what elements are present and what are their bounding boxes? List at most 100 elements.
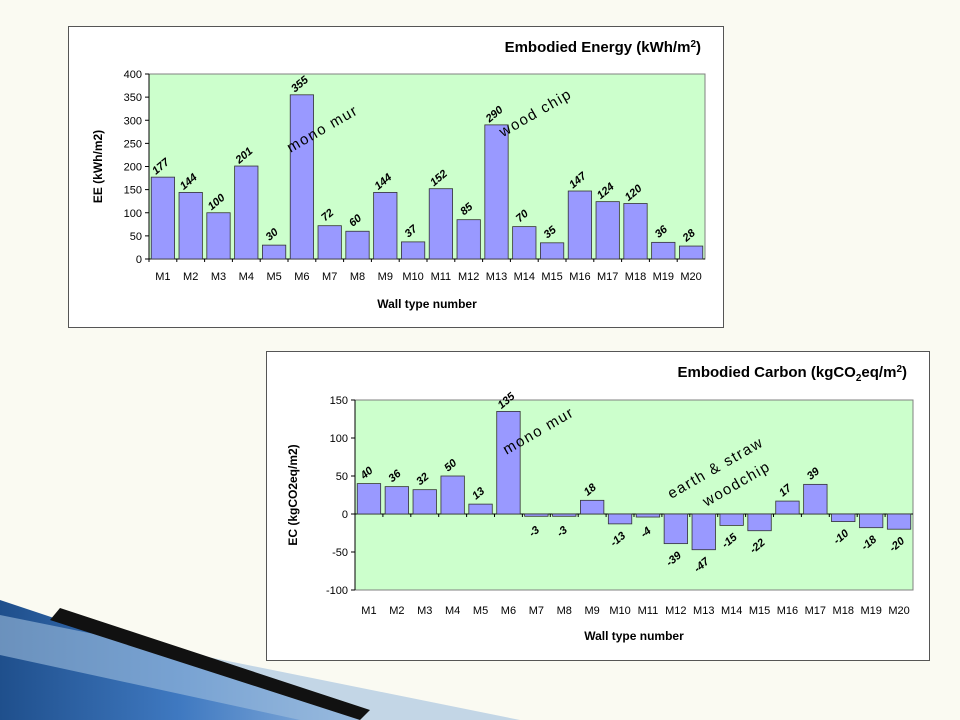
bar-M2 [178,191,203,260]
x-tick-label: M5 [473,605,488,617]
bar-M13 [484,124,509,260]
bar-M14 [512,226,537,260]
corner-decoration [0,600,520,720]
y-tick-label: 300 [124,115,142,127]
bar-M1 [356,483,382,515]
bar-M8 [345,230,370,260]
x-tick-label: M9 [378,271,393,283]
x-axis-title: Wall type number [377,297,477,311]
bar-M18 [831,513,856,522]
bar-M17 [595,201,620,260]
y-tick-label: 100 [124,208,142,220]
x-tick-label: M9 [585,605,600,617]
x-tick-label: M6 [294,271,309,283]
x-tick-label: M10 [609,605,630,617]
bar-M5 [468,503,493,515]
x-tick-label: M18 [833,605,854,617]
y-tick-label: 50 [336,471,348,483]
x-tick-label: M18 [625,271,646,283]
bar-M3 [206,212,231,260]
x-tick-label: M16 [777,605,798,617]
bar-M12 [663,513,688,545]
bar-M16 [775,500,800,515]
x-tick-label: M13 [693,605,714,617]
y-axis-title: EE (kWh/m2) [91,130,105,203]
y-tick-label: 250 [124,138,142,150]
bar-M10 [607,513,633,525]
x-tick-label: M14 [721,605,742,617]
bar-M20 [679,245,704,260]
bar-M7 [524,513,549,517]
bar-M20 [886,513,912,530]
x-tick-label: M1 [155,271,170,283]
bar-M9 [373,191,398,260]
y-axis-title: EC (kgCO2eq/m2) [286,444,300,545]
bar-M6 [496,411,521,515]
x-tick-label: M4 [445,605,460,617]
x-tick-label: M19 [653,271,674,283]
bar-M4 [234,165,259,260]
x-tick-label: M13 [486,271,507,283]
bar-M17 [803,483,828,515]
bar-M18 [623,203,648,260]
y-tick-label: 150 [124,185,142,197]
bar-M12 [456,219,481,260]
bar-M19 [651,241,676,260]
bar-M19 [859,513,884,529]
x-tick-label: M14 [514,271,535,283]
bar-M2 [384,486,409,515]
embodied-carbon-chart-panel: Embodied Carbon (kgCO2eq/m2) -100 -50 0 50 10… [266,351,930,661]
x-tick-label: M6 [501,605,516,617]
x-tick-label: M8 [557,605,572,617]
chart-title: Embodied Energy (kWh/m2) [505,39,701,56]
x-tick-label: M20 [888,605,909,617]
x-tick-label: M4 [239,271,254,283]
x-tick-label: M19 [860,605,881,617]
bar-M11 [635,513,661,518]
bar-M9 [580,499,605,515]
plot-area [148,73,706,260]
x-tick-label: M15 [749,605,770,617]
bar-M14 [719,513,744,526]
y-tick-label: 50 [130,231,142,243]
embodied-energy-chart-panel: Embodied Energy (kWh/m2) 0 50 100 150 200 250 3… [68,26,724,328]
y-tick-label: -100 [326,585,348,597]
y-tick-label: 200 [124,162,142,174]
x-tick-label: M17 [805,605,826,617]
x-tick-label: M20 [680,271,701,283]
x-axis-title: Wall type number [584,629,684,643]
x-tick-label: M2 [183,271,198,283]
x-tick-label: M5 [266,271,281,283]
bar-M8 [552,513,577,517]
embodied-energy-chart: Embodied Energy (kWh/m2) 0 50 100 150 200 250 3… [91,39,706,311]
y-tick-label: 400 [124,69,142,81]
bar-M11 [428,188,453,260]
bar-M6 [289,94,314,260]
x-tick-label: M12 [665,605,686,617]
bar-M16 [567,190,592,260]
x-tick-label: M3 [211,271,226,283]
x-tick-label: M7 [322,271,337,283]
y-tick-label: 350 [124,92,142,104]
bar-M15 [540,242,565,260]
y-tick-label: 0 [136,254,142,266]
x-tick-label: M11 [431,271,452,283]
x-tick-label: M3 [417,605,432,617]
bar-M10 [401,241,426,260]
bar-M7 [317,225,342,260]
y-tick-label: 100 [330,433,348,445]
x-tick-label: M12 [458,271,479,283]
x-tick-label: M1 [361,605,376,617]
bar-M5 [262,244,287,260]
x-tick-label: M16 [569,271,590,283]
bar-M3 [412,489,437,515]
x-tick-label: M15 [541,271,562,283]
x-tick-label: M10 [402,271,423,283]
dark-swoosh-line [50,608,370,720]
x-tick-label: M2 [389,605,404,617]
x-tick-label: M7 [529,605,544,617]
bar-M15 [747,513,772,532]
x-tick-label: M8 [350,271,365,283]
chart-title: Embodied Carbon (kgCO2eq/m2) [678,364,907,384]
y-tick-label: -50 [332,547,348,559]
